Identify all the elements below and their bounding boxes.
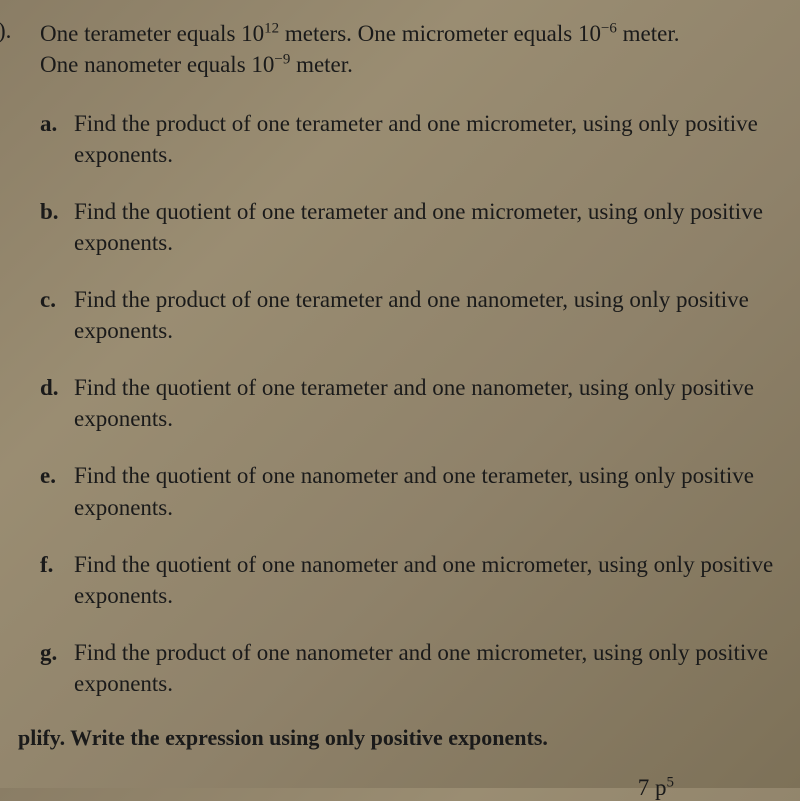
frag-text: 7 p bbox=[638, 775, 667, 800]
intro-text: meter. bbox=[290, 52, 353, 77]
item-text: Find the quotient of one terameter and o… bbox=[74, 372, 784, 434]
intro-text: meters. One micrometer equals 10 bbox=[279, 21, 601, 46]
intro-text: One nanometer equals 10 bbox=[40, 52, 274, 77]
sub-item-f: f. Find the quotient of one nanometer an… bbox=[40, 549, 784, 611]
item-letter: b. bbox=[40, 196, 74, 258]
sub-item-c: c. Find the product of one terameter and… bbox=[40, 284, 784, 346]
exponent: 12 bbox=[264, 20, 279, 36]
sub-item-a: a. Find the product of one terameter and… bbox=[40, 108, 784, 170]
sub-item-b: b. Find the quotient of one terameter an… bbox=[40, 196, 784, 258]
intro-line-1: One terameter equals 1012 meters. One mi… bbox=[40, 18, 784, 49]
intro-line-2: One nanometer equals 10−9 meter. bbox=[40, 49, 784, 80]
item-text: Find the quotient of one nanometer and o… bbox=[74, 549, 784, 611]
question-intro: One terameter equals 1012 meters. One mi… bbox=[40, 18, 784, 80]
item-text: Find the product of one terameter and on… bbox=[74, 108, 784, 170]
question-number: ). bbox=[0, 18, 11, 44]
simplify-heading: plify. Write the expression using only p… bbox=[18, 725, 784, 751]
item-text: Find the quotient of one nanometer and o… bbox=[74, 460, 784, 522]
item-letter: e. bbox=[40, 460, 74, 522]
item-text: Find the product of one nanometer and on… bbox=[74, 637, 784, 699]
intro-text: One terameter equals 10 bbox=[40, 21, 264, 46]
item-letter: f. bbox=[40, 549, 74, 611]
exponent: −6 bbox=[601, 20, 617, 36]
sub-item-e: e. Find the quotient of one nanometer an… bbox=[40, 460, 784, 522]
sub-items-list: a. Find the product of one terameter and… bbox=[40, 108, 784, 699]
item-text: Find the quotient of one terameter and o… bbox=[74, 196, 784, 258]
item-text: Find the product of one terameter and on… bbox=[74, 284, 784, 346]
item-letter: a. bbox=[40, 108, 74, 170]
sub-item-d: d. Find the quotient of one terameter an… bbox=[40, 372, 784, 434]
intro-text: meter. bbox=[617, 21, 680, 46]
item-letter: c. bbox=[40, 284, 74, 346]
sub-item-g: g. Find the product of one nanometer and… bbox=[40, 637, 784, 699]
item-letter: d. bbox=[40, 372, 74, 434]
item-letter: g. bbox=[40, 637, 74, 699]
exponent: −9 bbox=[274, 51, 290, 67]
